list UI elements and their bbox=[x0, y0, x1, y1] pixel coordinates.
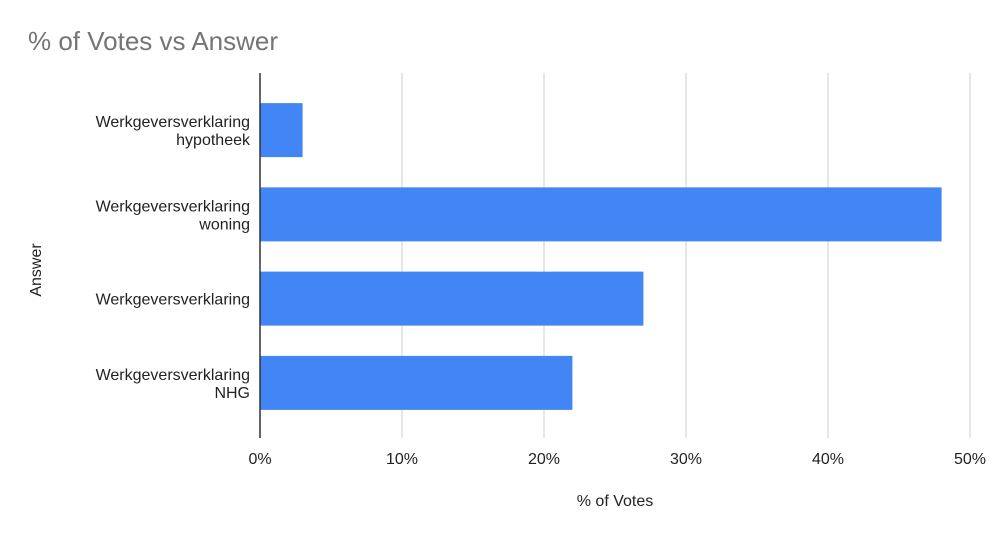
bar bbox=[260, 187, 942, 242]
bar bbox=[260, 271, 644, 326]
y-tick-label: Werkgeversverklaring woning bbox=[96, 198, 250, 233]
x-tick-label: 0% bbox=[248, 451, 271, 468]
y-tick-label: Werkgeversverklaring bbox=[96, 292, 250, 309]
x-tick-label: 30% bbox=[670, 451, 702, 468]
y-axis-label: Answer bbox=[28, 243, 45, 297]
x-axis-label: % of Votes bbox=[577, 493, 654, 510]
x-tick-label: 50% bbox=[954, 451, 986, 468]
bar bbox=[260, 355, 573, 410]
x-tick-label: 10% bbox=[386, 451, 418, 468]
y-tick-label: Werkgeversverklaring NHG bbox=[96, 367, 250, 402]
chart-title: % of Votes vs Answer bbox=[28, 26, 278, 56]
bar bbox=[260, 103, 303, 158]
y-tick-label: Werkgeversverklaring hypotheek bbox=[96, 114, 251, 149]
x-tick-label: 40% bbox=[812, 451, 844, 468]
x-tick-label: 20% bbox=[528, 451, 560, 468]
